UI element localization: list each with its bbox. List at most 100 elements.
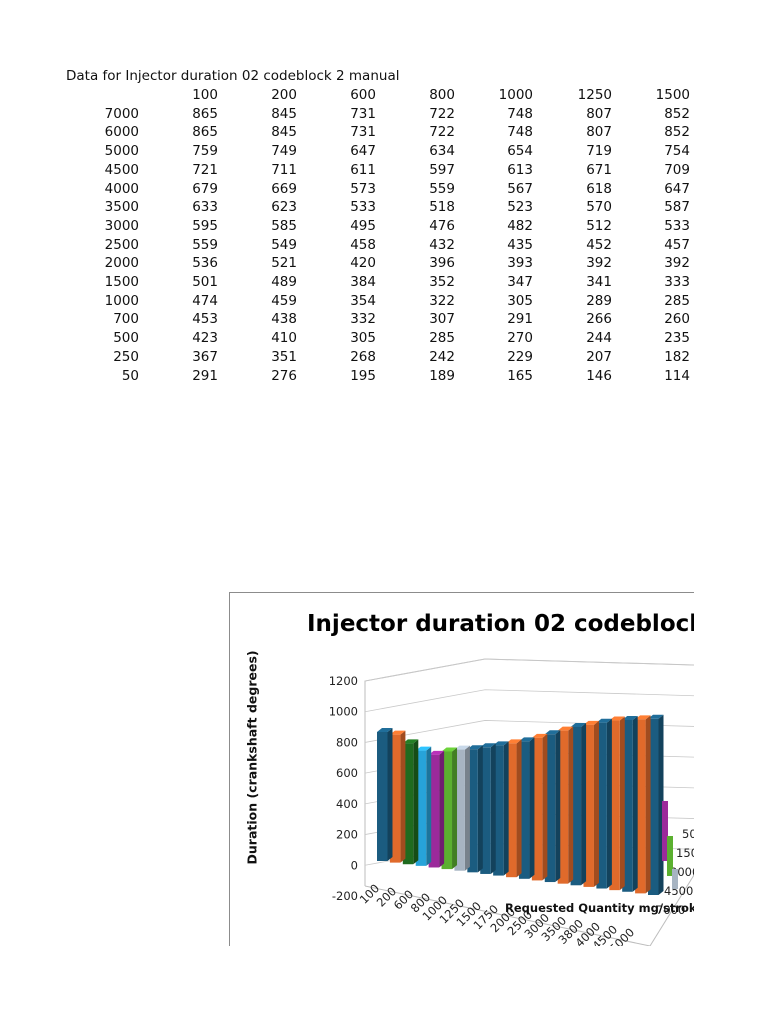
table-cell: 711 (271, 161, 297, 178)
table-cell: 482 (507, 217, 533, 234)
y-tick-label: 0 (351, 858, 358, 872)
bar-side (593, 720, 599, 887)
table-cell: 392 (664, 255, 690, 272)
table-cell: 291 (507, 311, 533, 328)
bar-top (480, 743, 496, 748)
table-cell: 229 (507, 348, 533, 365)
bar-top (518, 737, 535, 742)
bar (480, 747, 491, 874)
row-label: 3000 (104, 217, 139, 234)
bar (377, 732, 388, 861)
bar-side (632, 715, 638, 892)
bar-side (568, 726, 574, 884)
table-cell: 722 (429, 105, 455, 122)
bar-side (516, 739, 522, 878)
row-label: 1000 (104, 292, 139, 309)
table-cell: 459 (271, 292, 297, 309)
bar-top (557, 726, 574, 731)
bar (531, 737, 543, 881)
bar (635, 719, 646, 894)
bar (441, 751, 453, 870)
table-cell: 289 (586, 292, 612, 309)
table-cell: 322 (429, 292, 455, 309)
bar-top (583, 720, 599, 725)
bar (583, 724, 594, 887)
bar-top (428, 750, 445, 755)
y-tick-label: 400 (336, 797, 358, 811)
bar-side (464, 745, 470, 871)
bar-side (645, 715, 651, 894)
bar-top (377, 728, 393, 732)
bar (518, 741, 530, 879)
table-cell: 307 (429, 311, 455, 328)
table-cell: 242 (429, 348, 455, 365)
table-cell: 759 (192, 143, 218, 160)
floor-edge (364, 885, 651, 946)
table-cell: 393 (507, 255, 533, 272)
gridline (364, 658, 694, 682)
column-header: 1000 (498, 87, 533, 103)
table-cell: 244 (586, 330, 612, 347)
table-cell: 270 (507, 330, 533, 347)
row-label: 2000 (104, 255, 139, 272)
y-tick-label: -200 (332, 889, 358, 903)
bar (609, 720, 620, 891)
bar-side (529, 737, 535, 879)
table-cell: 754 (664, 143, 690, 160)
bar-top (544, 730, 561, 735)
table-cell: 114 (664, 367, 690, 384)
table-cell: 669 (271, 180, 297, 197)
y-tick-label: 600 (336, 766, 358, 780)
bar (662, 801, 668, 861)
table-cell: 595 (192, 217, 218, 234)
table-cell: 285 (429, 330, 455, 347)
bar-top (441, 747, 458, 752)
bar (493, 745, 504, 876)
row-label: 500 (113, 330, 139, 347)
row-label: 50 (121, 367, 139, 384)
bar-side (606, 718, 612, 889)
bar-top (402, 739, 419, 744)
table-cell: 410 (271, 330, 297, 347)
chart-frame[interactable]: Injector duration 02 codeblock 2 Duratio… (229, 592, 694, 946)
table-cell: 567 (507, 180, 533, 197)
table-cell: 633 (192, 199, 218, 216)
bar (506, 743, 517, 878)
chart-title: Injector duration 02 codeblock 2 (307, 611, 694, 637)
bar (667, 836, 673, 876)
column-header: 200 (271, 87, 297, 103)
table-cell: 679 (192, 180, 218, 197)
table-cell: 351 (271, 348, 297, 365)
depth-tick-label: 150 (676, 846, 694, 860)
bar-side (490, 743, 496, 874)
bar (402, 743, 414, 865)
table-cell: 845 (271, 124, 297, 141)
table-cell: 396 (429, 255, 455, 272)
table-cell: 533 (664, 217, 690, 234)
row-label: 6000 (104, 124, 139, 141)
table-cell: 613 (507, 161, 533, 178)
bar (544, 734, 556, 883)
bar (415, 750, 427, 866)
table-cell: 654 (507, 143, 533, 160)
depth-tick-label: 7000 (656, 903, 685, 917)
table-cell: 341 (586, 274, 612, 290)
row-label: 1500 (104, 274, 139, 290)
bar-top (531, 733, 548, 738)
table-cell: 731 (350, 105, 376, 122)
y-tick-label: 1000 (329, 705, 358, 719)
bar-top (635, 715, 651, 720)
bar-top (467, 745, 483, 750)
table-cell: 749 (271, 143, 297, 160)
table-cell: 438 (271, 311, 297, 328)
bar (428, 754, 440, 868)
table-cell: 807 (586, 124, 612, 141)
table-cell: 195 (350, 367, 376, 384)
table-cell: 423 (192, 330, 218, 347)
table-cell: 852 (664, 124, 690, 141)
table-cell: 671 (586, 161, 612, 178)
table-cell: 611 (350, 161, 376, 178)
table-cell: 536 (192, 255, 218, 272)
table-cell: 333 (664, 274, 690, 290)
bar-side (413, 739, 419, 865)
